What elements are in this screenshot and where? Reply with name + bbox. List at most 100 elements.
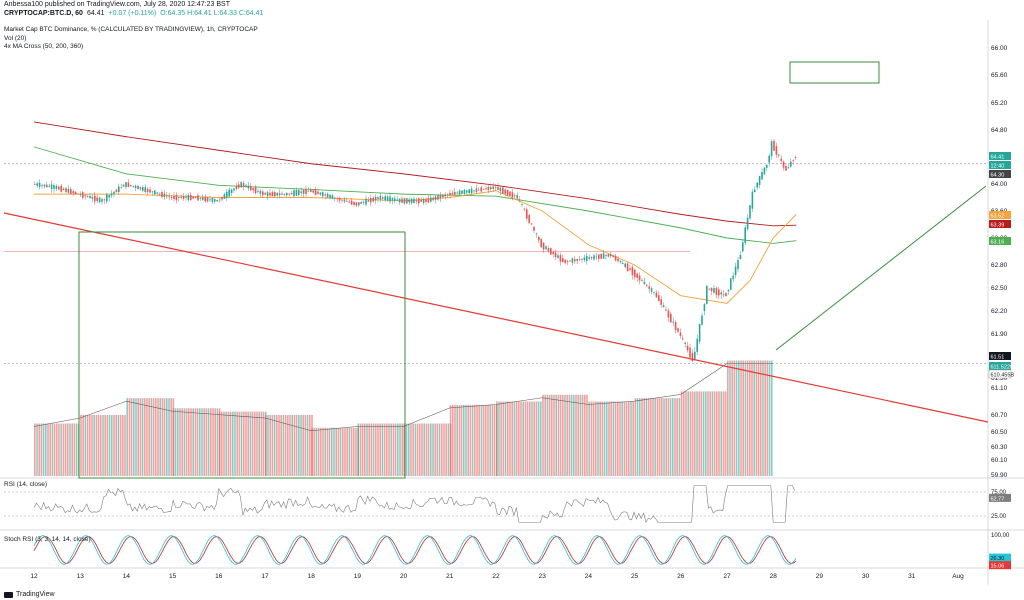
candle-body [458,190,461,195]
candle-body [113,191,115,194]
volume-bar [628,401,630,476]
candle-body [168,196,170,198]
candle-body [470,188,473,194]
volume-bar [313,427,315,476]
candle-body [595,256,598,258]
volume-bar [531,401,533,476]
candle-body [310,190,312,192]
candle-body [194,197,197,199]
volume-bar [403,423,406,476]
candle-body [586,256,588,261]
candle-body [634,269,636,278]
price-tag [989,237,1011,245]
x-tick-label: 29 [816,573,824,580]
volume-bar [414,423,417,476]
volume-bar [416,423,419,476]
volume-bar [366,423,368,476]
volume-bar [639,398,641,476]
x-tick-label: 25 [631,573,639,580]
y-tick-label: 61.90 [991,331,1008,338]
volume-bar [93,415,95,476]
volume-bar [137,398,139,476]
volume-bar [614,401,617,476]
candle-body [221,196,223,200]
volume-bar [526,401,529,476]
price-tag-label: 64.41 [991,155,1005,161]
candle-body [276,192,278,196]
candle-body [298,190,300,195]
volume-bar [214,408,216,476]
candle-body [233,188,235,191]
volume-bar [687,391,689,476]
volume-bar [245,411,247,476]
candle-body [163,193,166,197]
candle-body [475,188,478,192]
volume-bar [357,423,359,476]
candle-body [127,182,130,187]
volume-bar [69,423,71,476]
stoch-rsi-panel: 100.00 26.30 15.06 [33,533,1011,570]
candle-body [571,258,574,263]
volume-bar [685,391,687,476]
volume-bar [150,398,153,476]
y-tick-label: 62.20 [991,308,1008,315]
price-tag [988,369,1012,379]
volume-bar [256,411,258,476]
symbol-text: CRYPTOCAP:BTC.D, 60 [4,10,83,17]
candle-body [382,197,384,199]
volume-bar [489,404,491,476]
volume-bar [498,401,500,476]
volume-bar [722,391,725,476]
price-tag [989,152,1011,160]
candle-body [494,187,497,189]
y-tick-label: 60.70 [991,412,1008,419]
stoch-k-line [33,535,797,565]
candle-body [718,289,720,296]
volume-bar [284,415,287,476]
volume-bar [463,404,465,476]
volume-bar [513,401,516,476]
volume-bar [476,404,478,476]
y-tick-label: 59.90 [991,472,1008,479]
volume-bar [610,401,612,476]
candle-body [346,201,348,202]
volume-bar [458,404,461,476]
candle-body [725,292,727,297]
volume-bar [58,423,60,476]
y-tick-label: 61.30 [991,375,1008,382]
candle-body [317,191,319,195]
volume-bar [579,394,582,476]
candle-body [151,191,154,193]
volume-bar [247,411,249,476]
legend-vol: Vol (20) [4,35,27,42]
y-tick-label: 65.60 [991,72,1008,79]
y-tick-label: 60.10 [991,457,1008,464]
candle-body [617,258,619,262]
volume-bar [702,391,705,476]
candle-body [377,197,379,199]
volume-bar [199,408,201,476]
y-tick-label: 64.00 [991,181,1008,188]
candle-body [142,187,144,191]
volume-bar [636,398,639,476]
volume-bar [575,394,577,476]
volume-bar [544,394,546,476]
volume-bar [260,411,263,476]
volume-bar [548,394,551,476]
candle-body [38,182,41,187]
volume-bar [764,360,766,476]
candle-body [252,188,254,191]
candle-body [319,192,322,195]
volume-bar [267,415,269,476]
volume-bar [234,411,236,476]
volume-bar [124,415,126,476]
candle-body [211,197,214,203]
candle-body [418,198,420,204]
candle-body [499,187,502,192]
volume-bar [689,391,692,476]
volume-bar [254,411,256,476]
candle-body [250,185,252,191]
footer-brand[interactable]: TradingView [4,591,55,598]
price-change: +0.07 (+0.11%) [108,10,157,17]
